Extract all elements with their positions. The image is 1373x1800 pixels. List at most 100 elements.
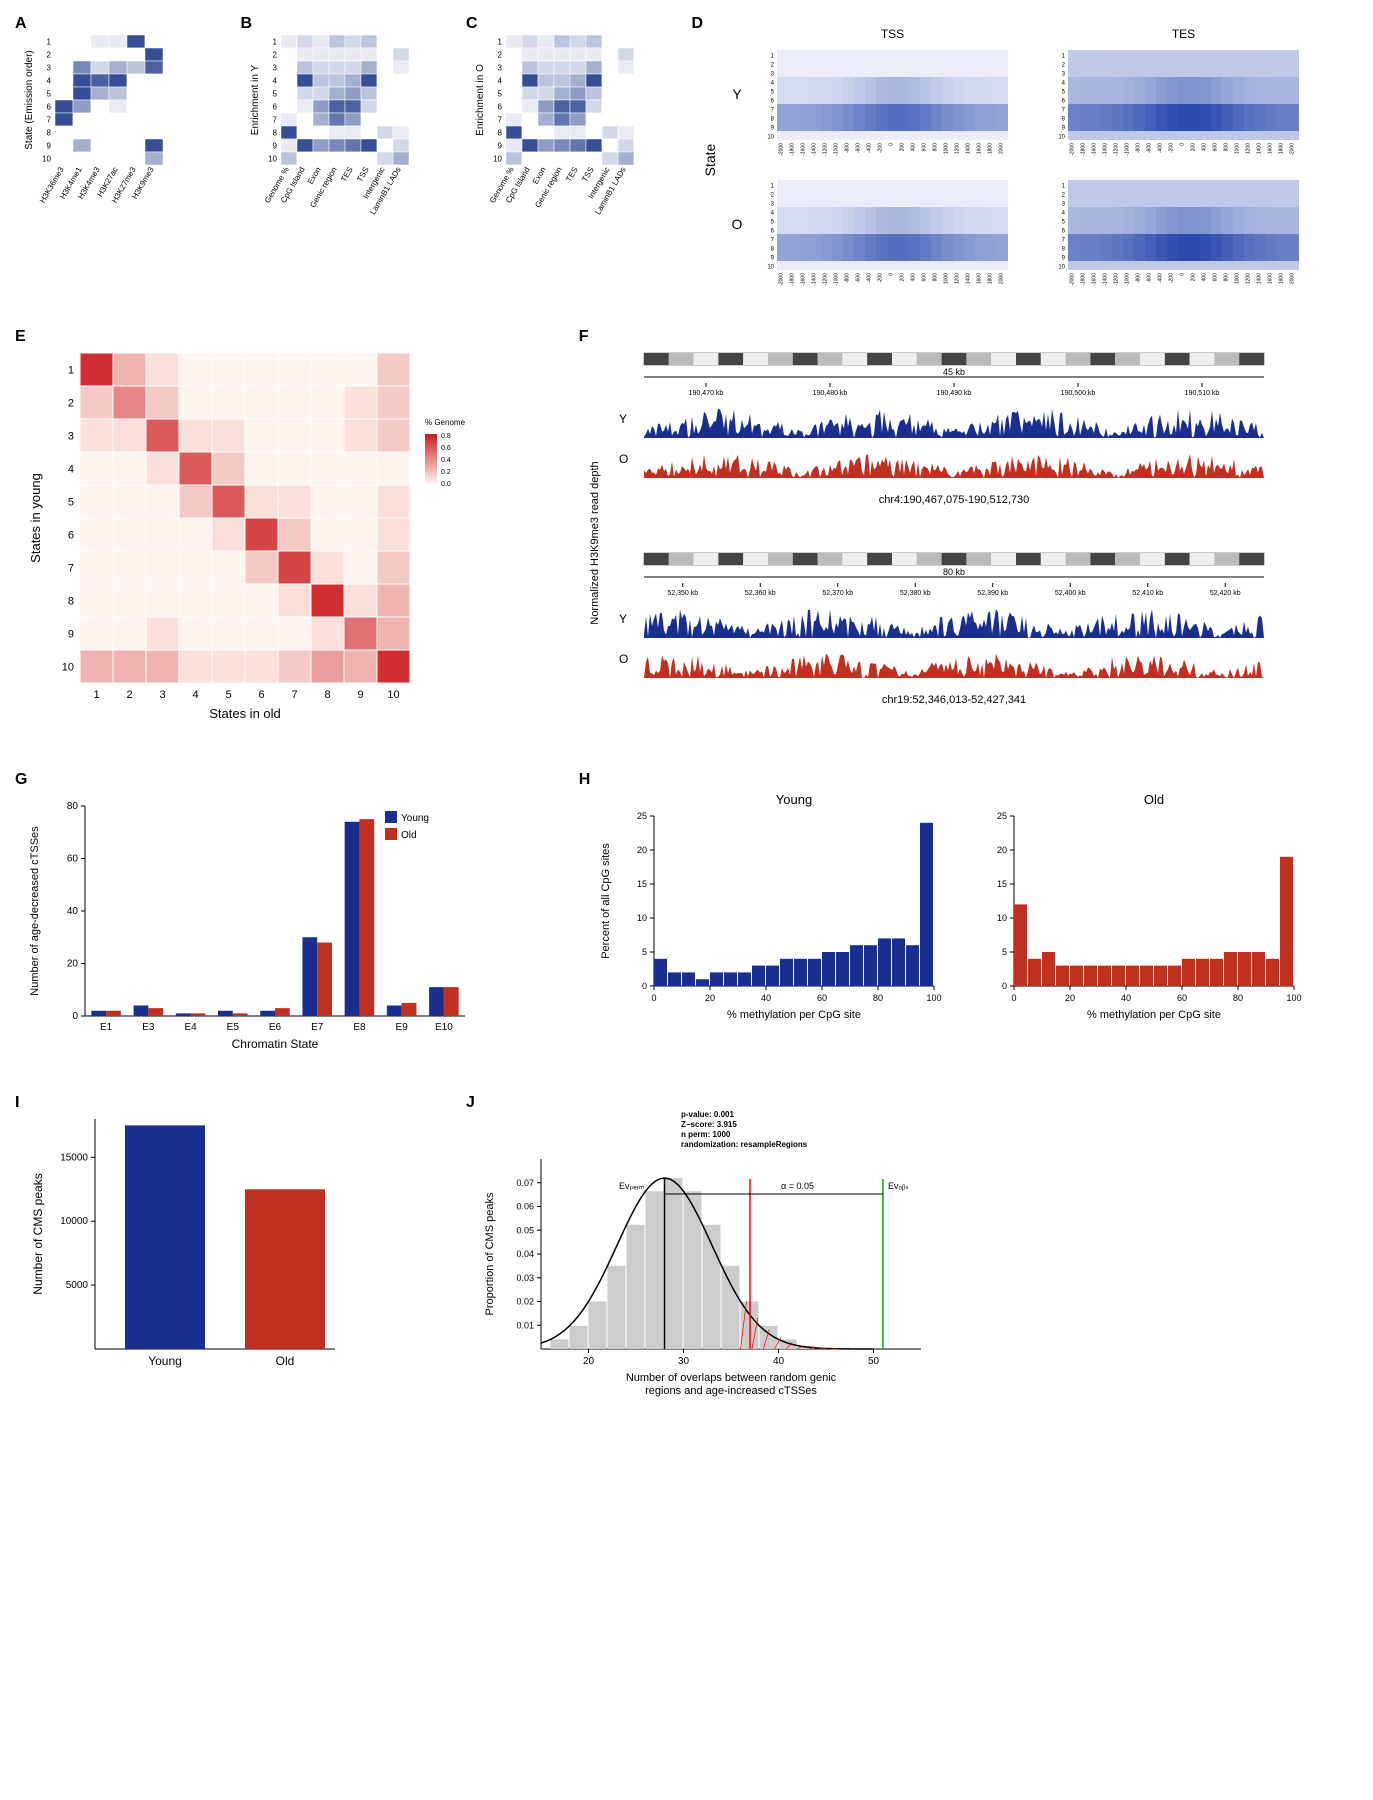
svg-text:7: 7	[770, 238, 774, 244]
svg-text:9: 9	[1061, 126, 1065, 132]
svg-text:-600: -600	[855, 273, 861, 283]
svg-text:40: 40	[773, 1356, 785, 1367]
svg-text:60: 60	[817, 993, 827, 1003]
svg-text:-1000: -1000	[1124, 143, 1130, 156]
svg-text:10: 10	[42, 155, 51, 164]
svg-text:52,420 kb: 52,420 kb	[1210, 590, 1241, 597]
svg-text:1600: 1600	[976, 143, 982, 154]
svg-text:1: 1	[272, 38, 277, 47]
svg-text:80: 80	[67, 801, 79, 812]
barchart-I: 50001000015000YoungOldNumber of CMS peak…	[20, 1099, 380, 1399]
svg-text:Evₚₑᵣₘ: Evₚₑᵣₘ	[619, 1181, 645, 1191]
svg-text:40: 40	[1121, 993, 1131, 1003]
svg-text:80 kb: 80 kb	[943, 567, 965, 577]
svg-text:6: 6	[47, 103, 52, 112]
svg-text:TSS: TSS	[580, 166, 596, 184]
svg-text:200: 200	[1190, 143, 1196, 152]
svg-text:40: 40	[67, 906, 79, 917]
svg-text:1400: 1400	[1256, 143, 1262, 154]
svg-text:8: 8	[47, 129, 52, 138]
figure-grid: A 12345678910H3K36me3H3K4me1H3K4me3H3K27…	[20, 20, 1353, 1422]
svg-text:45 kb: 45 kb	[943, 367, 965, 377]
svg-text:52,370 kb: 52,370 kb	[822, 590, 853, 597]
svg-text:1200: 1200	[1245, 273, 1251, 284]
svg-text:Number of overlaps between ran: Number of overlaps between random genic	[626, 1372, 837, 1384]
svg-text:25: 25	[997, 811, 1007, 821]
svg-text:State (Emission order): State (Emission order)	[24, 50, 35, 149]
svg-text:5: 5	[770, 90, 774, 96]
svg-text:20: 20	[705, 993, 715, 1003]
svg-text:6: 6	[272, 103, 277, 112]
histograms-H: 0510152025020406080100Young% methylation…	[584, 776, 1304, 1046]
svg-text:190,480 kb: 190,480 kb	[812, 390, 847, 397]
svg-text:0: 0	[72, 1011, 78, 1022]
svg-text:0: 0	[1011, 993, 1016, 1003]
svg-text:-600: -600	[1146, 273, 1152, 283]
svg-text:52,380 kb: 52,380 kb	[900, 590, 931, 597]
svg-text:1: 1	[770, 184, 774, 190]
panel-I: I 50001000015000YoungOldNumber of CMS pe…	[20, 1099, 451, 1422]
svg-text:E1: E1	[100, 1022, 113, 1033]
svg-text:-2000: -2000	[1069, 143, 1075, 156]
svg-text:1200: 1200	[954, 273, 960, 284]
svg-text:2: 2	[770, 63, 774, 69]
svg-text:4: 4	[770, 81, 774, 87]
panel-label-I: I	[15, 1094, 19, 1112]
svg-text:9: 9	[357, 689, 363, 701]
svg-text:10: 10	[1058, 265, 1065, 271]
svg-text:3: 3	[159, 689, 165, 701]
svg-text:6: 6	[1061, 229, 1065, 235]
svg-text:3: 3	[770, 72, 774, 78]
svg-text:8: 8	[770, 247, 774, 253]
svg-text:randomization: resampleRegion: randomization: resampleRegions	[681, 1140, 808, 1149]
svg-text:600: 600	[1212, 143, 1218, 152]
svg-text:2: 2	[770, 193, 774, 199]
svg-text:TES: TES	[339, 166, 355, 184]
svg-text:-1000: -1000	[833, 273, 839, 286]
svg-text:-600: -600	[1146, 143, 1152, 153]
svg-text:600: 600	[1212, 273, 1218, 282]
svg-text:1: 1	[93, 689, 99, 701]
svg-text:E6: E6	[269, 1022, 282, 1033]
svg-text:52,410 kb: 52,410 kb	[1132, 590, 1163, 597]
svg-text:Young: Young	[148, 1354, 182, 1368]
svg-text:Y: Y	[619, 612, 627, 626]
svg-text:O: O	[619, 452, 628, 466]
svg-text:5: 5	[225, 689, 231, 701]
svg-text:6: 6	[770, 99, 774, 105]
svg-text:Z−score: 3.915: Z−score: 3.915	[681, 1120, 737, 1129]
svg-text:Proportion of CMS peaks: Proportion of CMS peaks	[484, 1192, 496, 1315]
svg-text:2000: 2000	[1289, 143, 1295, 154]
svg-text:60: 60	[1177, 993, 1187, 1003]
svg-text:-1600: -1600	[800, 273, 806, 286]
panel-label-J: J	[466, 1094, 475, 1112]
svg-text:TES: TES	[1171, 27, 1194, 41]
panel-label-A: A	[15, 15, 27, 33]
svg-text:-1200: -1200	[1113, 273, 1119, 286]
svg-text:3: 3	[770, 202, 774, 208]
panel-label-E: E	[15, 328, 26, 346]
heatmap-B: 12345678910Genome %CpG IslandExonGenic r…	[246, 20, 436, 250]
svg-text:4: 4	[272, 77, 277, 86]
svg-text:0.02: 0.02	[516, 1297, 534, 1307]
panel-J: J 203040500.010.020.030.040.050.060.07Ev…	[471, 1099, 1353, 1422]
svg-text:Y: Y	[619, 412, 627, 426]
svg-text:1600: 1600	[1267, 273, 1273, 284]
svg-text:-1800: -1800	[789, 273, 795, 286]
svg-text:Chromatin State: Chromatin State	[232, 1037, 319, 1051]
svg-text:190,490 kb: 190,490 kb	[936, 390, 971, 397]
heatmap-A: 12345678910H3K36me3H3K4me1H3K4me3H3K27ac…	[20, 20, 190, 250]
svg-text:1800: 1800	[987, 273, 993, 284]
svg-text:10: 10	[493, 155, 502, 164]
svg-text:5: 5	[1061, 90, 1065, 96]
svg-text:Number of CMS peaks: Number of CMS peaks	[31, 1173, 45, 1294]
svg-text:Enrichment in O: Enrichment in O	[475, 64, 486, 136]
svg-text:regions and age-increased cTSS: regions and age-increased cTSSes	[645, 1385, 817, 1397]
svg-text:3: 3	[498, 64, 503, 73]
svg-text:8: 8	[1061, 117, 1065, 123]
svg-text:100: 100	[1286, 993, 1301, 1003]
svg-text:10: 10	[268, 155, 277, 164]
svg-text:3: 3	[272, 64, 277, 73]
svg-text:6: 6	[258, 689, 264, 701]
svg-text:-1800: -1800	[1080, 143, 1086, 156]
